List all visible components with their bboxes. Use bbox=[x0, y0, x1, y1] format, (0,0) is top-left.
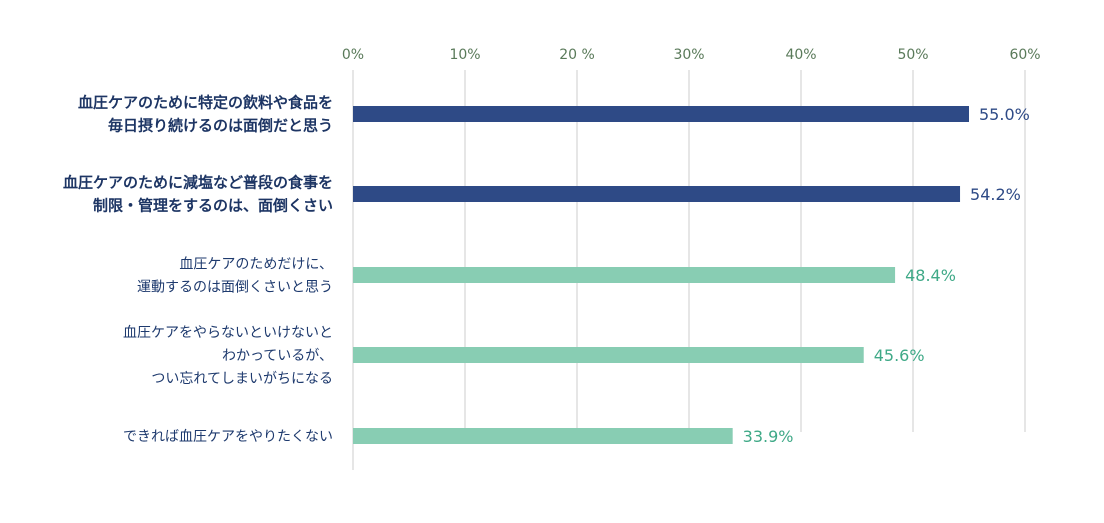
value-label-2: 48.4% bbox=[905, 266, 956, 285]
x-tick-label: 50% bbox=[897, 47, 928, 63]
x-tick-label: 10% bbox=[449, 47, 480, 63]
bar-3 bbox=[353, 347, 864, 363]
category-label-0-line-0: 血圧ケアのために特定の飲料や食品を bbox=[78, 94, 333, 112]
bars bbox=[353, 106, 969, 444]
value-label-3: 45.6% bbox=[874, 346, 925, 365]
category-label-2-line-0: 血圧ケアのためだけに、 bbox=[179, 257, 333, 273]
value-labels: 55.0% 54.2% 48.4% 45.6% 33.9% bbox=[743, 105, 1030, 446]
category-labels: 血圧ケアのために特定の飲料や食品を毎日摂り続けるのは面倒だと思う血圧ケアのために… bbox=[63, 94, 333, 446]
category-label-1-line-0: 血圧ケアのために減塩など普段の食事を bbox=[63, 174, 333, 192]
grid-lines bbox=[352, 70, 1026, 470]
category-label-3-line-2: つい忘れてしまいがちになる bbox=[151, 371, 333, 387]
x-tick-label: 20 % bbox=[559, 47, 595, 63]
category-label-3-line-1: わかっているが、 bbox=[222, 348, 333, 364]
category-label-0-line-1: 毎日摂り続けるのは面倒だと思う bbox=[108, 117, 333, 135]
bar-2 bbox=[353, 267, 896, 283]
bar-1 bbox=[353, 186, 961, 202]
x-axis-ticks: 0% 10% 20 % 30% 40% 50% 60% bbox=[342, 47, 1041, 63]
category-label-3-line-0: 血圧ケアをやらないといけないと bbox=[123, 325, 333, 341]
x-tick-label: 60% bbox=[1009, 47, 1040, 63]
bar-0 bbox=[353, 106, 969, 122]
category-label-2-line-1: 運動するのは面倒くさいと思う bbox=[137, 280, 333, 296]
value-label-4: 33.9% bbox=[743, 427, 794, 446]
category-label-4-line-0: できれば血圧ケアをやりたくない bbox=[123, 429, 333, 445]
x-tick-label: 30% bbox=[673, 47, 704, 63]
bar-4 bbox=[353, 428, 733, 444]
value-label-1: 54.2% bbox=[970, 185, 1021, 204]
x-tick-label: 0% bbox=[342, 47, 364, 63]
value-label-0: 55.0% bbox=[979, 105, 1030, 124]
x-tick-label: 40% bbox=[785, 47, 816, 63]
category-label-1-line-1: 制限・管理をするのは、面倒くさい bbox=[93, 197, 333, 215]
